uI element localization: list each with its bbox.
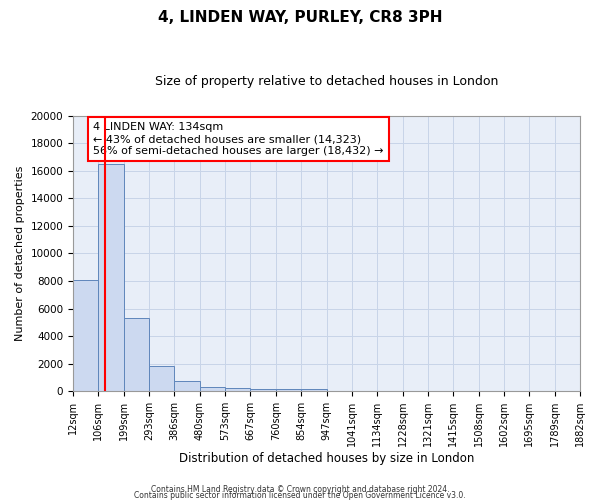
Y-axis label: Number of detached properties: Number of detached properties — [15, 166, 25, 341]
Title: Size of property relative to detached houses in London: Size of property relative to detached ho… — [155, 75, 498, 88]
Bar — [276, 388, 301, 391]
Bar — [225, 388, 250, 391]
Bar — [200, 387, 225, 391]
Text: Contains HM Land Registry data © Crown copyright and database right 2024.: Contains HM Land Registry data © Crown c… — [151, 485, 449, 494]
Bar — [250, 388, 276, 391]
X-axis label: Distribution of detached houses by size in London: Distribution of detached houses by size … — [179, 452, 474, 465]
Bar — [124, 318, 149, 391]
Text: Contains public sector information licensed under the Open Government Licence v3: Contains public sector information licen… — [134, 491, 466, 500]
Bar — [301, 390, 326, 391]
Text: 4 LINDEN WAY: 134sqm
← 43% of detached houses are smaller (14,323)
56% of semi-d: 4 LINDEN WAY: 134sqm ← 43% of detached h… — [94, 122, 384, 156]
Bar — [98, 164, 124, 391]
Text: 4, LINDEN WAY, PURLEY, CR8 3PH: 4, LINDEN WAY, PURLEY, CR8 3PH — [158, 10, 442, 25]
Bar — [149, 366, 175, 391]
Bar — [175, 381, 200, 391]
Bar — [73, 280, 98, 391]
